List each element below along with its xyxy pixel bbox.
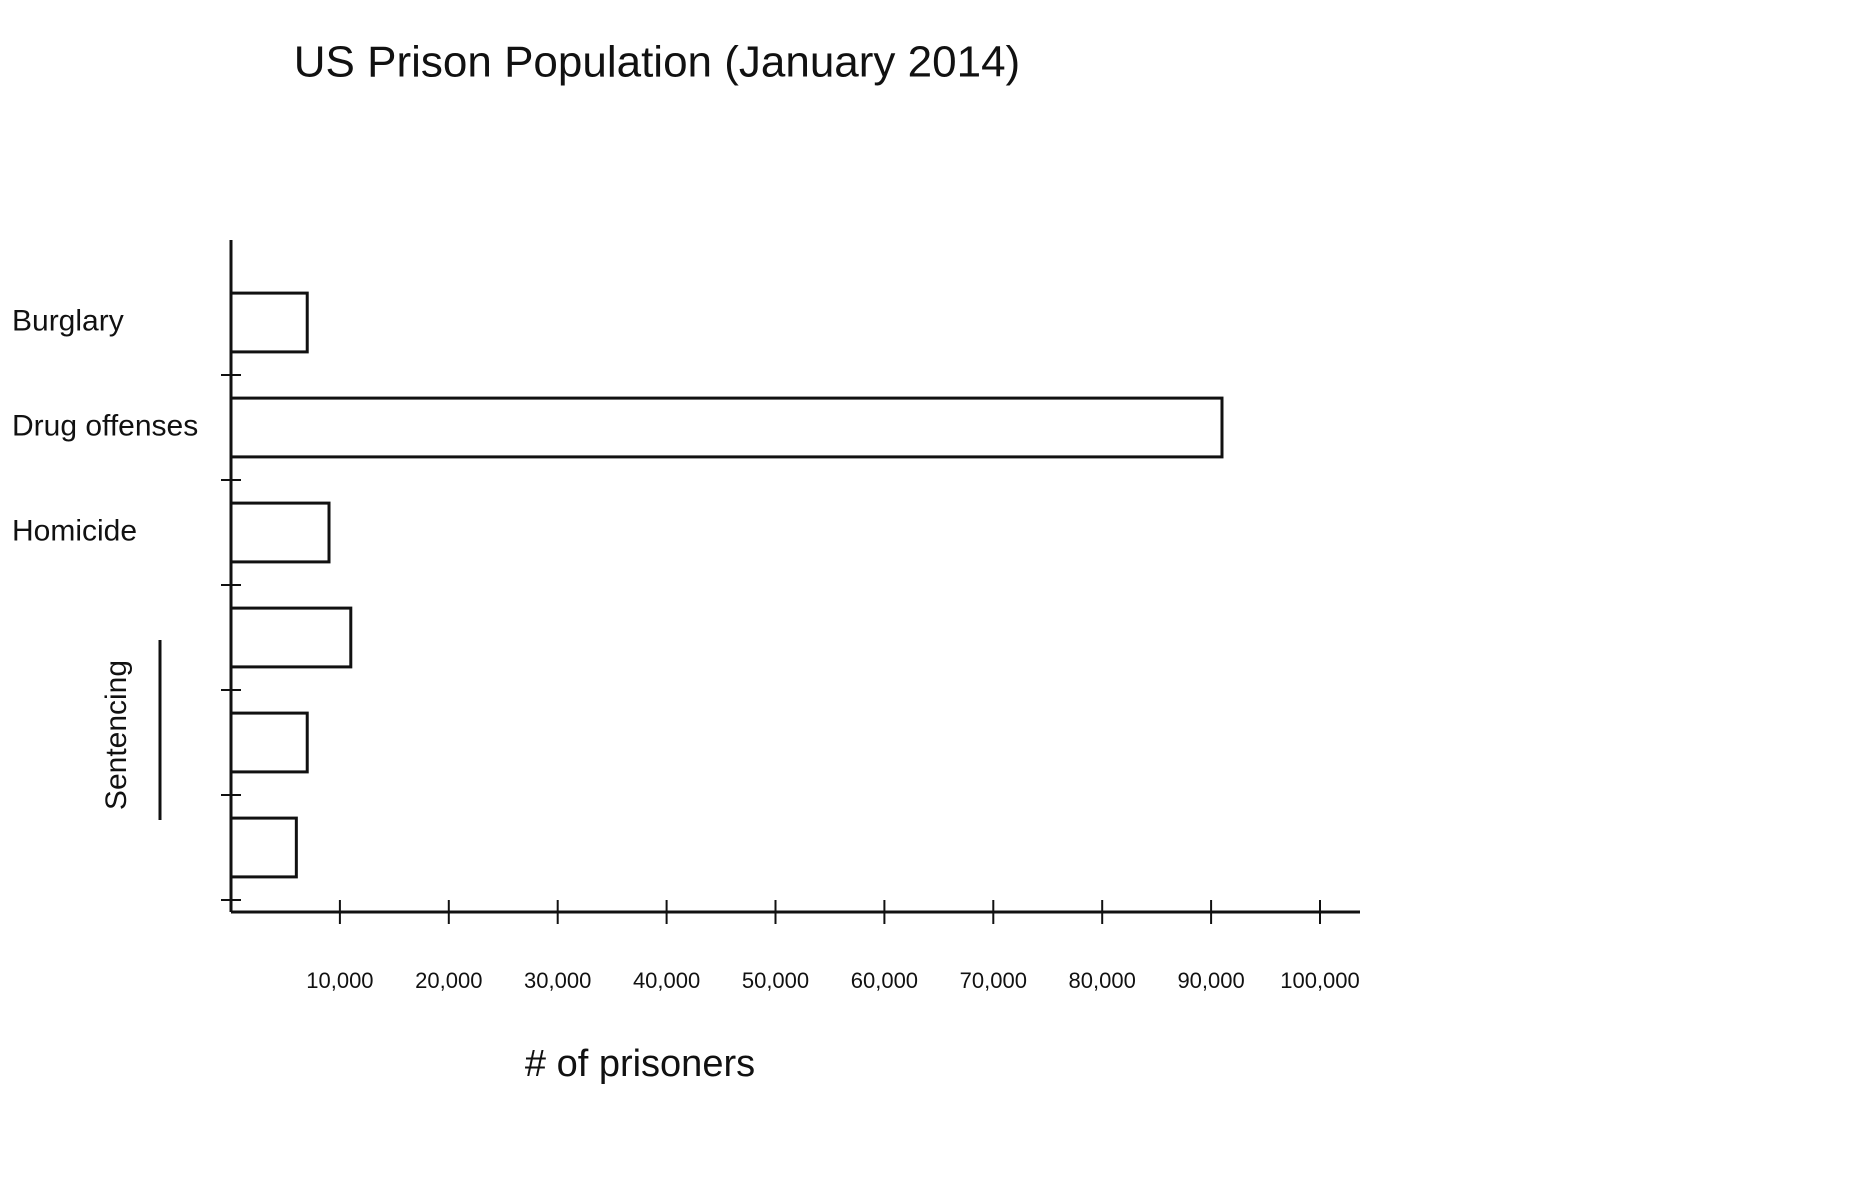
x-tick-label: 30,000 bbox=[524, 968, 591, 993]
bar bbox=[229, 816, 298, 879]
bar bbox=[229, 291, 309, 354]
annotation: Sentencing bbox=[100, 660, 133, 810]
chart-title: US Prison Population (January 2014) bbox=[294, 38, 1020, 87]
x-tick-label: 70,000 bbox=[960, 968, 1027, 993]
bar bbox=[229, 396, 1224, 459]
bar bbox=[229, 606, 353, 669]
x-tick-label: 60,000 bbox=[851, 968, 918, 993]
x-tick-label: 50,000 bbox=[742, 968, 809, 993]
x-tick-label: 40,000 bbox=[633, 968, 700, 993]
x-axis-label: # of prisoners bbox=[525, 1043, 755, 1085]
x-tick-label: 20,000 bbox=[415, 968, 482, 993]
x-tick-label: 80,000 bbox=[1069, 968, 1136, 993]
y-tick-label: Homicide bbox=[12, 514, 137, 547]
y-tick-label: Burglary bbox=[12, 304, 124, 337]
y-tick-label: Drug offenses bbox=[12, 409, 198, 442]
bar bbox=[229, 711, 309, 774]
x-tick-label: 10,000 bbox=[306, 968, 373, 993]
x-tick-label: 90,000 bbox=[1177, 968, 1244, 993]
x-tick-label: 100,000 bbox=[1280, 968, 1360, 993]
bar bbox=[229, 501, 331, 564]
